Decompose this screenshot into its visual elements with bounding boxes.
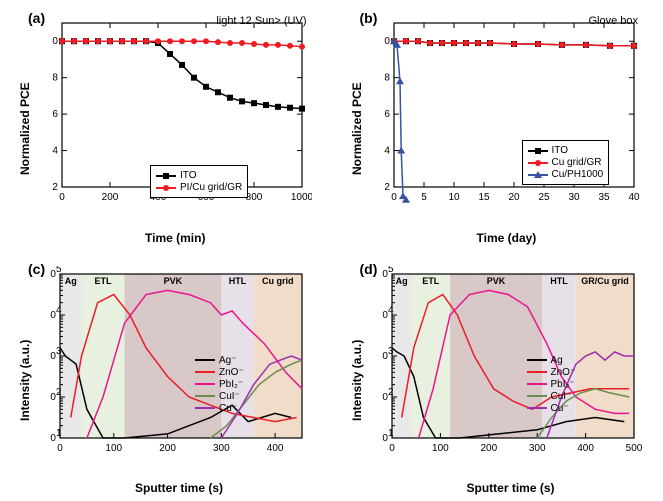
svg-text:0.8: 0.8 <box>384 73 390 84</box>
svg-text:40: 40 <box>628 192 640 203</box>
svg-text:0.2: 0.2 <box>384 182 390 193</box>
svg-text:Cu grid: Cu grid <box>262 276 294 286</box>
svg-text:ETL: ETL <box>422 276 440 286</box>
legend-d-2: ZnO⁻ <box>551 367 576 378</box>
svg-text:300: 300 <box>528 443 545 454</box>
svg-text:500: 500 <box>625 443 642 454</box>
panel-d-label: (d) <box>360 261 378 277</box>
svg-text:30: 30 <box>568 192 580 203</box>
panel-d: (d) Intensity (a.u.) Sputter time (s) Ag… <box>332 251 663 501</box>
legend-c-3: PbI₂⁻ <box>219 379 243 390</box>
svg-text:0.4: 0.4 <box>52 146 58 157</box>
svg-text:ETL: ETL <box>95 276 113 286</box>
svg-text:5: 5 <box>388 266 394 275</box>
panel-c-ylabel: Intensity (a.u.) <box>18 339 32 420</box>
panel-b-condition: Glove box <box>588 15 638 27</box>
panel-a: (a) light 12 Sun> (UV) Normalized PCE Ti… <box>0 0 332 251</box>
svg-text:200: 200 <box>102 192 119 203</box>
legend-d-3: PbI₂⁻ <box>551 379 575 390</box>
svg-text:PVK: PVK <box>164 276 183 286</box>
svg-text:5: 5 <box>421 192 427 203</box>
svg-text:0: 0 <box>389 443 395 454</box>
panel-c-legend: Ag⁻ ZnO⁻ PbI₂⁻ CuI⁻ Cu⁻ <box>190 351 249 418</box>
svg-text:0.6: 0.6 <box>384 109 390 120</box>
svg-text:200: 200 <box>480 443 497 454</box>
panel-b-label: (b) <box>360 10 378 26</box>
svg-text:3: 3 <box>56 346 62 357</box>
figure-grid: (a) light 12 Sun> (UV) Normalized PCE Ti… <box>0 0 663 501</box>
svg-text:400: 400 <box>577 443 594 454</box>
panel-a-legend: ITO PI/Cu grid/GR <box>150 165 248 198</box>
svg-text:0: 0 <box>57 443 63 454</box>
svg-text:1: 1 <box>56 428 62 439</box>
svg-text:2: 2 <box>56 387 62 398</box>
svg-text:0.8: 0.8 <box>52 73 58 84</box>
svg-text:15: 15 <box>478 192 490 203</box>
svg-text:0.2: 0.2 <box>52 182 58 193</box>
legend-a-2: PI/Cu grid/GR <box>180 182 242 193</box>
legend-d-4: CuI⁻ <box>551 391 572 402</box>
svg-text:HTL: HTL <box>229 276 247 286</box>
svg-text:200: 200 <box>159 443 176 454</box>
svg-text:0.6: 0.6 <box>52 109 58 120</box>
svg-text:1000: 1000 <box>291 192 312 203</box>
panel-b-legend: ITO Cu grid/GR Cu/PH1000 <box>522 140 610 185</box>
svg-text:300: 300 <box>213 443 230 454</box>
svg-text:PVK: PVK <box>486 276 505 286</box>
panel-d-ylabel: Intensity (a.u.) <box>350 339 364 420</box>
panel-c-label: (c) <box>28 261 45 277</box>
svg-text:100: 100 <box>432 443 449 454</box>
svg-text:1: 1 <box>388 428 394 439</box>
panel-b-plot: 0 5 10 15 20 25 30 35 40 0.2 0.4 0.6 0.8 1.0 <box>384 15 644 215</box>
panel-d-xlabel: Sputter time (s) <box>467 481 555 495</box>
svg-text:HTL: HTL <box>550 276 568 286</box>
svg-text:1.0: 1.0 <box>384 36 390 47</box>
legend-c-2: ZnO⁻ <box>219 367 244 378</box>
svg-text:20: 20 <box>508 192 520 203</box>
svg-text:3: 3 <box>388 346 394 357</box>
legend-c-5: Cu⁻ <box>219 403 237 414</box>
panel-d-legend: Ag ZnO⁻ PbI₂⁻ CuI⁻ Cu⁻ <box>522 351 581 418</box>
panel-a-condition: light 12 Sun> (UV) <box>216 15 306 27</box>
legend-c-1: Ag⁻ <box>219 355 237 366</box>
legend-b-3: Cu/PH1000 <box>552 169 604 180</box>
panel-d-plot: AgETLPVKHTLGR/Cu grid0100200300400500101… <box>382 266 644 466</box>
panel-a-label: (a) <box>28 10 45 26</box>
panel-a-ylabel: Normalized PCE <box>18 82 32 175</box>
panel-c-plot: AgETLPVKHTLCu grid0100200300400101102103… <box>50 266 312 466</box>
svg-text:10: 10 <box>448 192 460 203</box>
panel-b: (b) Glove box Normalized PCE Time (day) … <box>332 0 663 251</box>
legend-c-4: CuI⁻ <box>219 391 240 402</box>
panel-b-xlabel: Time (day) <box>477 231 537 245</box>
svg-text:GR/Cu grid: GR/Cu grid <box>581 276 629 286</box>
svg-text:1.0: 1.0 <box>52 36 58 47</box>
svg-text:Ag: Ag <box>395 276 407 286</box>
svg-text:4: 4 <box>388 305 394 316</box>
svg-text:Ag: Ag <box>65 276 77 286</box>
legend-d-5: Cu⁻ <box>551 403 569 414</box>
legend-b-2: Cu grid/GR <box>552 157 602 168</box>
svg-text:2: 2 <box>388 387 394 398</box>
svg-text:0: 0 <box>59 192 65 203</box>
panel-a-xlabel: Time (min) <box>145 231 205 245</box>
svg-text:25: 25 <box>538 192 550 203</box>
svg-text:4: 4 <box>56 305 62 316</box>
panel-c: (c) Intensity (a.u.) Sputter time (s) Ag… <box>0 251 332 501</box>
svg-text:100: 100 <box>105 443 122 454</box>
panel-b-ylabel: Normalized PCE <box>350 82 364 175</box>
legend-a-1: ITO <box>180 170 196 181</box>
legend-d-1: Ag <box>551 355 563 366</box>
legend-b-1: ITO <box>552 145 568 156</box>
svg-text:35: 35 <box>598 192 610 203</box>
svg-text:0: 0 <box>391 192 397 203</box>
panel-c-xlabel: Sputter time (s) <box>135 481 223 495</box>
svg-text:0.4: 0.4 <box>384 146 390 157</box>
svg-text:5: 5 <box>56 266 62 275</box>
svg-text:400: 400 <box>267 443 284 454</box>
